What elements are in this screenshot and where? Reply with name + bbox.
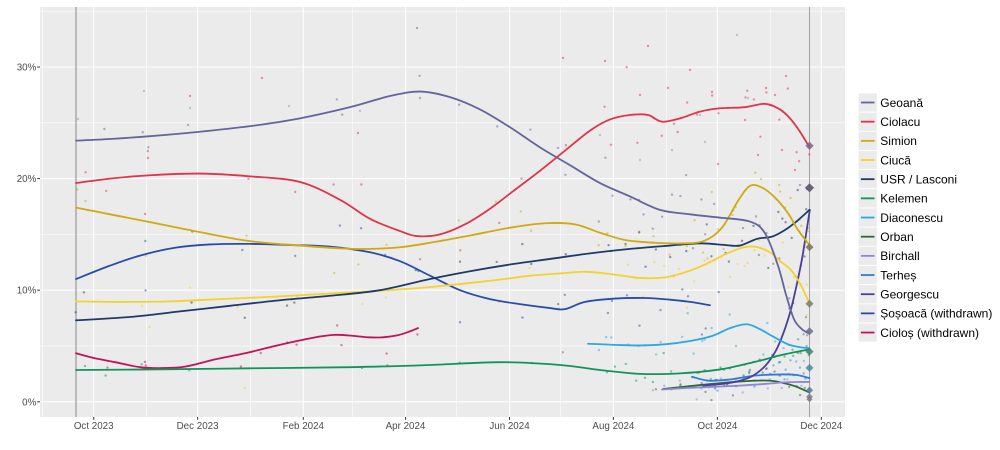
svg-text:Apr 2024: Apr 2024 [386,421,426,432]
svg-text:Simion: Simion [880,134,917,148]
svg-text:Cioloș (withdrawn): Cioloș (withdrawn) [880,326,979,340]
svg-text:Ciolacu: Ciolacu [880,115,920,129]
svg-text:Șoșoacă (withdrawn): Șoșoacă (withdrawn) [880,307,992,321]
svg-text:Birchall: Birchall [880,249,919,263]
svg-text:Dec 2023: Dec 2023 [177,421,219,432]
svg-text:Dec 2024: Dec 2024 [800,421,842,432]
svg-text:Terheș: Terheș [880,268,916,282]
svg-text:Aug 2024: Aug 2024 [592,421,634,432]
svg-text:USR / Lasconi: USR / Lasconi [880,172,957,186]
svg-text:Geoană: Geoană [880,96,923,110]
svg-text:Oct 2023: Oct 2023 [74,421,114,432]
svg-text:Diaconescu: Diaconescu [880,211,943,225]
svg-text:Georgescu: Georgescu [880,288,939,302]
svg-text:30%: 30% [17,63,37,74]
svg-text:Feb 2024: Feb 2024 [283,421,325,432]
svg-text:Kelemen: Kelemen [880,192,927,206]
svg-text:0%: 0% [22,397,36,408]
svg-text:20%: 20% [17,174,37,185]
svg-text:Jun 2024: Jun 2024 [489,421,530,432]
svg-text:Oct 2024: Oct 2024 [698,421,738,432]
svg-text:Ciucă: Ciucă [880,153,911,167]
svg-text:10%: 10% [17,286,37,297]
svg-text:Orban: Orban [880,230,913,244]
